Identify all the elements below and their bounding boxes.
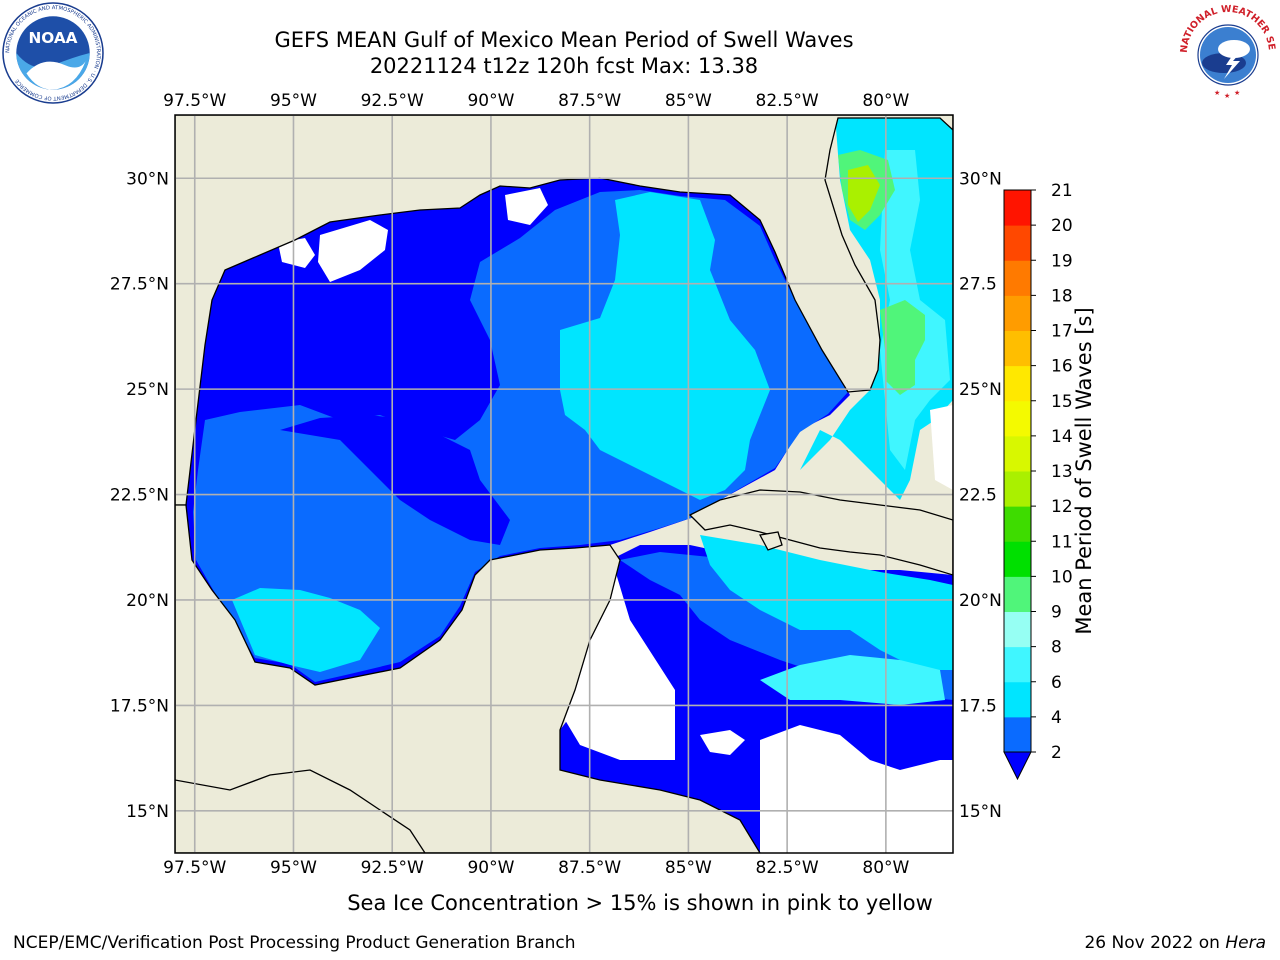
colorbar-tick-label: 21 bbox=[1051, 181, 1073, 201]
colorbar-tick-label: 17 bbox=[1051, 322, 1073, 342]
colorbar-tick-label: 15 bbox=[1051, 392, 1073, 412]
map-grid bbox=[175, 115, 953, 853]
lon-tick-label: 80°W bbox=[862, 858, 909, 878]
lon-tick-label: 92.5°W bbox=[361, 858, 424, 878]
colorbar-tick-label: 8 bbox=[1051, 638, 1062, 658]
colorbar-tick-label: 2 bbox=[1051, 743, 1062, 763]
map-frame bbox=[174, 114, 954, 854]
colorbar-swatch bbox=[1004, 400, 1031, 437]
colorbar-swatch bbox=[1004, 225, 1031, 261]
colorbar-tick-label: 6 bbox=[1051, 673, 1062, 693]
colorbar-swatch bbox=[1004, 295, 1031, 331]
colorbar-swatch bbox=[1004, 471, 1031, 507]
colorbar-tick-label: 13 bbox=[1051, 462, 1073, 482]
lon-labels-top: 97.5°W 95°W 92.5°W 90°W 87.5°W 85°W 82.5°W 80°W bbox=[163, 91, 909, 111]
colorbar-tick-label: 9 bbox=[1051, 603, 1062, 623]
map-title: GEFS MEAN Gulf of Mexico Mean Period of … bbox=[274, 28, 854, 52]
colorbar-swatch bbox=[1004, 435, 1031, 472]
lat-tick-label: 17.5 bbox=[959, 696, 997, 716]
lon-tick-label: 95°W bbox=[270, 91, 317, 111]
colorbar-tick-label: 12 bbox=[1051, 497, 1073, 517]
colorbar-tick-label: 18 bbox=[1051, 286, 1073, 306]
colorbar-tick-label: 19 bbox=[1051, 251, 1073, 271]
lat-tick-label: 20°N bbox=[959, 591, 1002, 611]
lat-labels-left: 30°N 27.5°N 25°N 22.5°N 20°N 17.5°N 15°N bbox=[110, 169, 169, 822]
colorbar-swatch bbox=[1004, 576, 1031, 612]
lon-tick-label: 95°W bbox=[270, 858, 317, 878]
noaa-logo: NATIONAL OCEANIC AND ATMOSPHERIC ADMINIS… bbox=[2, 2, 104, 104]
colorbar-tick-label: 20 bbox=[1051, 216, 1073, 236]
atlantic-swell-11-13s bbox=[848, 165, 880, 222]
footer-host: Hera bbox=[1225, 933, 1266, 953]
lat-tick-label: 27.5 bbox=[959, 275, 997, 295]
lon-labels-bottom: 97.5°W 95°W 92.5°W 90°W 87.5°W 85°W 82.5°W 80°W bbox=[163, 858, 909, 878]
lon-tick-label: 85°W bbox=[665, 91, 712, 111]
lat-tick-label: 22.5°N bbox=[110, 486, 169, 506]
map-subtitle: 20221124 t12z 120h fcst Max: 13.38 bbox=[369, 54, 759, 78]
footer-credit: NCEP/EMC/Verification Post Processing Pr… bbox=[13, 933, 576, 953]
svg-text:★: ★ bbox=[1234, 89, 1240, 97]
colorbar: 2 4 6 8 9 10 11 12 13 14 15 16 17 18 19 20 21 bbox=[1003, 181, 1073, 781]
colorbar-swatch bbox=[1004, 681, 1031, 718]
footer-date: 26 Nov 2022 on Hera bbox=[1084, 931, 1266, 955]
lat-tick-label: 30°N bbox=[959, 169, 1002, 189]
lon-tick-label: 87.5°W bbox=[558, 858, 621, 878]
lat-tick-label: 25°N bbox=[126, 380, 169, 400]
colorbar-swatch bbox=[1004, 646, 1031, 683]
caribbean-swell-4-6s bbox=[700, 535, 953, 670]
lat-tick-label: 30°N bbox=[126, 169, 169, 189]
colorbar-tick-label: 4 bbox=[1051, 708, 1062, 728]
colorbar-tick-label: 11 bbox=[1051, 532, 1073, 552]
lon-tick-label: 97.5°W bbox=[163, 91, 226, 111]
colorbar-tick-label: 10 bbox=[1051, 567, 1073, 587]
colorbar-swatch bbox=[1004, 541, 1031, 577]
svg-text:★: ★ bbox=[1214, 89, 1220, 97]
lon-tick-label: 92.5°W bbox=[361, 91, 424, 111]
colorbar-swatch bbox=[1004, 330, 1031, 367]
lon-tick-label: 90°W bbox=[467, 858, 514, 878]
atlantic-bahamas-swell-9-10s bbox=[880, 300, 925, 395]
colorbar-swatch bbox=[1004, 365, 1031, 402]
lat-tick-label: 15°N bbox=[959, 802, 1002, 822]
colorbar-swatch bbox=[1004, 611, 1031, 648]
lon-tick-label: 85°W bbox=[665, 858, 712, 878]
gulf-swell-4-6s bbox=[560, 192, 770, 500]
lon-tick-label: 82.5°W bbox=[756, 91, 819, 111]
colorbar-swatch bbox=[1004, 506, 1031, 542]
campeche-swell-4-6s bbox=[232, 588, 380, 672]
colorbar-tick-label: 16 bbox=[1051, 357, 1073, 377]
lat-tick-label: 22.5 bbox=[959, 486, 997, 506]
colorbar-swatch bbox=[1004, 260, 1031, 296]
footer-date-text: 26 Nov 2022 on bbox=[1084, 933, 1220, 953]
gulf-central-under-2s bbox=[280, 415, 510, 545]
noaa-logo-text: NOAA bbox=[28, 29, 77, 47]
lat-tick-label: 25°N bbox=[959, 380, 1002, 400]
lon-tick-label: 97.5°W bbox=[163, 858, 226, 878]
colorbar-swatch bbox=[1004, 190, 1031, 226]
lon-tick-label: 82.5°W bbox=[756, 858, 819, 878]
lat-tick-label: 20°N bbox=[126, 591, 169, 611]
caribbean-south-swell-4-6s bbox=[760, 655, 945, 705]
sea-ice-note: Sea Ice Concentration > 15% is shown in … bbox=[347, 891, 933, 915]
lat-tick-label: 17.5°N bbox=[110, 696, 169, 716]
colorbar-label: Mean Period of Swell Waves [s] bbox=[1072, 307, 1096, 635]
colorbar-under-extension bbox=[1003, 751, 1032, 781]
lon-tick-label: 90°W bbox=[467, 91, 514, 111]
lat-tick-label: 15°N bbox=[126, 802, 169, 822]
nws-logo: NATIONAL WEATHER SERVICE ★ ★ ★ bbox=[1178, 3, 1277, 102]
lat-labels-right: 30°N 27.5 25°N 22.5 20°N 17.5 15°N bbox=[959, 169, 1002, 822]
svg-text:★: ★ bbox=[1224, 92, 1230, 100]
lon-tick-label: 80°W bbox=[862, 91, 909, 111]
lat-tick-label: 27.5°N bbox=[110, 275, 169, 295]
lon-tick-label: 87.5°W bbox=[558, 91, 621, 111]
colorbar-tick-label: 14 bbox=[1051, 427, 1073, 447]
colorbar-swatch bbox=[1004, 716, 1031, 753]
